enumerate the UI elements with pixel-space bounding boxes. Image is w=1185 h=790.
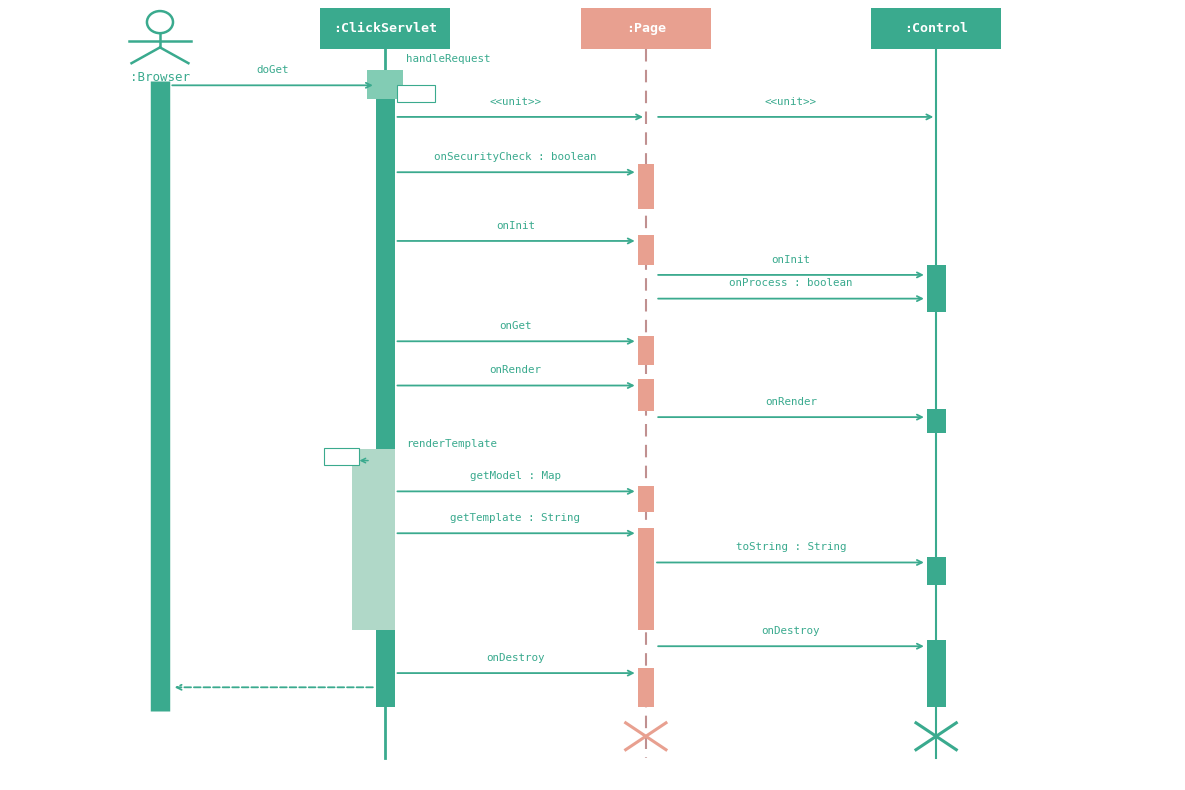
Bar	[638, 336, 654, 365]
Bar	[638, 379, 654, 411]
Bar	[638, 235, 654, 265]
Text: handleRequest: handleRequest	[406, 55, 491, 64]
Bar	[397, 85, 435, 102]
Text: onInit: onInit	[771, 254, 811, 265]
Text: onRender: onRender	[489, 365, 542, 375]
Text: onInit: onInit	[497, 220, 534, 231]
Bar	[638, 528, 654, 630]
Bar	[367, 70, 403, 99]
Text: renderTemplate: renderTemplate	[406, 439, 498, 449]
Text: toString : String: toString : String	[736, 542, 846, 552]
Bar	[320, 8, 450, 49]
Text: onProcess : boolean: onProcess : boolean	[729, 278, 853, 288]
Bar	[638, 486, 654, 512]
Text: onGet: onGet	[499, 321, 532, 331]
Text: <<unit>>: <<unit>>	[489, 96, 542, 107]
Bar	[376, 70, 395, 707]
Text: getTemplate : String: getTemplate : String	[450, 513, 581, 523]
Bar	[927, 640, 946, 707]
Text: doGet: doGet	[256, 65, 289, 75]
Text: onDestroy: onDestroy	[762, 626, 820, 636]
Text: onSecurityCheck : boolean: onSecurityCheck : boolean	[434, 152, 597, 162]
Bar	[927, 409, 946, 433]
Bar	[871, 8, 1001, 49]
Text: :ClickServlet: :ClickServlet	[333, 22, 437, 35]
Bar	[324, 448, 359, 465]
Bar	[638, 164, 654, 209]
Text: :Control: :Control	[904, 22, 968, 35]
Bar	[927, 557, 946, 585]
Bar	[638, 668, 654, 707]
Text: <<unit>>: <<unit>>	[766, 96, 816, 107]
Text: getModel : Map: getModel : Map	[470, 471, 561, 481]
Text: onDestroy: onDestroy	[486, 653, 545, 663]
Bar	[352, 449, 395, 630]
Text: :Page: :Page	[626, 22, 666, 35]
Bar	[927, 265, 946, 312]
Text: :Browser: :Browser	[130, 71, 190, 84]
Bar	[581, 8, 711, 49]
Text: onRender: onRender	[766, 397, 816, 407]
